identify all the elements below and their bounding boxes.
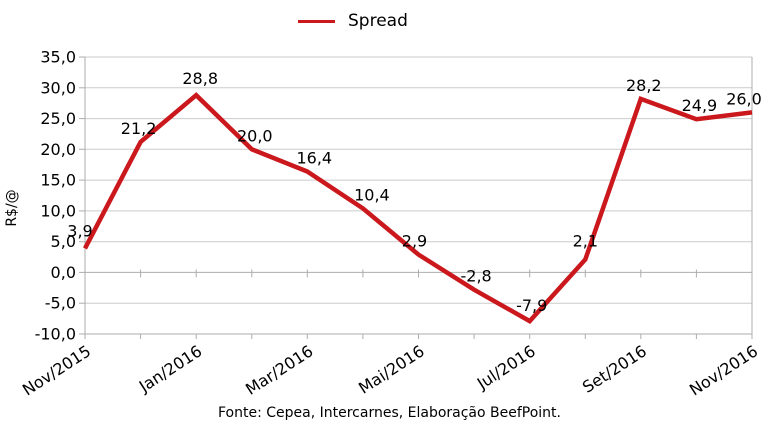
y-tick-label: 30,0 bbox=[40, 78, 76, 97]
legend-label: Spread bbox=[348, 11, 408, 31]
source-caption: Fonte: Cepea, Intercarnes, Elaboração Be… bbox=[217, 405, 561, 421]
data-label: 2,9 bbox=[402, 232, 427, 251]
y-axis-title: R$/@ bbox=[4, 189, 20, 226]
data-label: 2,1 bbox=[573, 232, 598, 251]
data-label: -2,8 bbox=[460, 267, 491, 286]
data-label: 20,0 bbox=[237, 126, 273, 145]
data-label: 16,4 bbox=[296, 149, 332, 168]
y-tick-label: 5,0 bbox=[51, 232, 76, 251]
data-label: 28,8 bbox=[182, 69, 218, 88]
data-label: -7,9 bbox=[516, 296, 547, 315]
x-tick-label: Jul/2016 bbox=[473, 341, 539, 393]
y-tick-label: 10,0 bbox=[40, 201, 76, 220]
data-label: 10,4 bbox=[354, 185, 390, 204]
legend-line-swatch bbox=[298, 19, 335, 23]
x-tick-label: Nov/2015 bbox=[19, 341, 94, 399]
y-tick-label: -5,0 bbox=[45, 294, 76, 313]
y-tick-label: 20,0 bbox=[40, 140, 76, 159]
x-tick-label: Nov/2016 bbox=[686, 341, 761, 399]
x-tick-label: Mai/2016 bbox=[355, 341, 428, 397]
spread-line bbox=[83, 92, 753, 324]
y-tick-label: 0,0 bbox=[51, 263, 76, 282]
data-label: 21,2 bbox=[121, 119, 157, 138]
x-tick-label: Mar/2016 bbox=[242, 341, 316, 398]
data-label: 28,2 bbox=[626, 76, 662, 95]
data-label: 3,9 bbox=[67, 221, 92, 240]
data-label: 26,0 bbox=[726, 89, 762, 108]
data-label: 24,9 bbox=[682, 96, 718, 115]
chart-legend: Spread bbox=[298, 10, 408, 32]
y-tick-label: 15,0 bbox=[40, 171, 76, 190]
y-tick-label: -10,0 bbox=[35, 325, 76, 344]
x-tick-label: Set/2016 bbox=[579, 341, 650, 396]
x-tick-label: Jan/2016 bbox=[135, 341, 206, 396]
y-tick-label: 35,0 bbox=[40, 48, 76, 67]
y-tick-label: 25,0 bbox=[40, 109, 76, 128]
